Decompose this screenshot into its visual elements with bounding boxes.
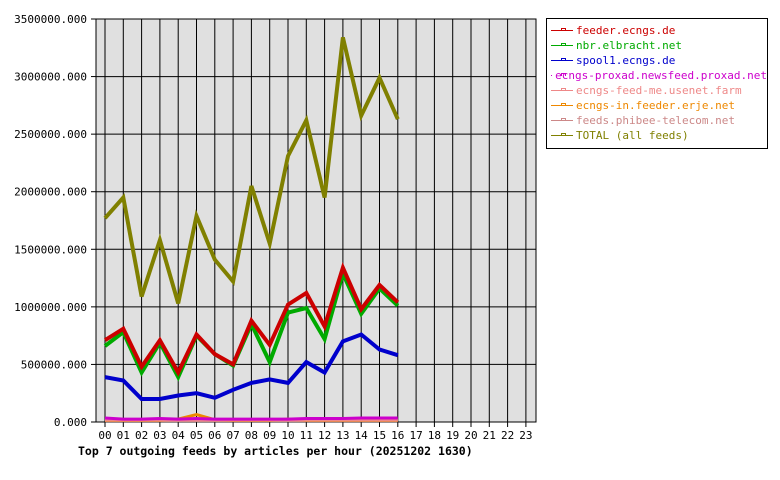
legend-swatch-icon <box>551 57 573 65</box>
x-tick-label: 18 <box>428 429 441 442</box>
x-tick-label: 17 <box>409 429 422 442</box>
y-tick-label: 500000.000 <box>21 358 87 371</box>
x-tick-label: 09 <box>263 429 276 442</box>
legend-swatch-icon <box>551 72 568 80</box>
legend-item: spool1.ecngs.de <box>551 53 767 68</box>
y-tick-label: 3500000.000 <box>14 13 87 26</box>
legend-swatch-icon <box>551 102 573 110</box>
legend-item: feeder.ecngs.de <box>551 23 767 38</box>
y-axis: 0.000 500000.000 1000000.000 1500000.000 200… <box>14 13 96 429</box>
x-tick-label: 21 <box>483 429 496 442</box>
legend-item: ecngs-feed-me.usenet.farm <box>551 83 767 98</box>
x-tick-label: 12 <box>318 429 331 442</box>
y-tick-label: 1000000.000 <box>14 301 87 314</box>
legend-item: TOTAL (all feeds) <box>551 128 767 143</box>
y-tick-label: 1500000.000 <box>14 243 87 256</box>
x-tick-label: 08 <box>245 429 258 442</box>
legend-swatch-icon <box>551 42 573 50</box>
x-tick-label: 00 <box>98 429 111 442</box>
x-tick-label: 03 <box>153 429 166 442</box>
legend: feeder.ecngs.de nbr.elbracht.net spool1.ec… <box>546 18 768 149</box>
x-tick-label: 04 <box>172 429 186 442</box>
series-lines <box>103 36 400 423</box>
legend-label: feeder.ecngs.de <box>576 24 676 37</box>
series-line <box>104 416 398 421</box>
series-line <box>103 36 400 304</box>
y-tick-label: 3000000.000 <box>14 71 87 84</box>
x-tick-label: 07 <box>226 429 239 442</box>
plot-area <box>95 18 537 423</box>
legend-swatch-icon <box>551 132 573 140</box>
x-tick-label: 06 <box>208 429 221 442</box>
legend-label: feeds.phibee-telecom.net <box>576 114 735 127</box>
y-tick-label: 2000000.000 <box>14 186 87 199</box>
legend-label: nbr.elbracht.net <box>576 39 682 52</box>
x-tick-label: 16 <box>391 429 404 442</box>
legend-swatch-icon <box>551 27 573 35</box>
x-tick-label: 10 <box>281 429 294 442</box>
x-axis: 00 01 02 03 04 05 06 07 08 09 10 11 12 13 14 15 16 17 18 19… <box>98 422 533 442</box>
legend-label: ecngs-feed-me.usenet.farm <box>576 84 742 97</box>
legend-label: ecngs-in.feeder.erje.net <box>576 99 735 112</box>
x-tick-label: 19 <box>446 429 459 442</box>
x-tick-label: 02 <box>135 429 148 442</box>
series-line <box>103 262 400 377</box>
chart-title: Top 7 outgoing feeds by articles per hou… <box>78 444 473 458</box>
legend-label: TOTAL (all feeds) <box>576 129 689 142</box>
legend-item: nbr.elbracht.net <box>551 38 767 53</box>
x-tick-label: 15 <box>373 429 386 442</box>
legend-label: ecngs-proxad.newsfeed.proxad.net <box>555 69 767 82</box>
x-tick-label: 22 <box>501 429 514 442</box>
legend-label: spool1.ecngs.de <box>576 54 676 67</box>
legend-item: feeds.phibee-telecom.net <box>551 113 767 128</box>
y-tick-label: 2500000.000 <box>14 128 87 141</box>
x-tick-label: 20 <box>464 429 477 442</box>
x-tick-label: 05 <box>190 429 203 442</box>
grid-lines <box>96 19 536 422</box>
x-tick-label: 11 <box>300 429 313 442</box>
x-tick-label: 23 <box>519 429 532 442</box>
series-line <box>104 332 399 401</box>
x-tick-label: 01 <box>117 429 130 442</box>
legend-swatch-icon <box>551 117 573 125</box>
legend-item: ecngs-in.feeder.erje.net <box>551 98 767 113</box>
legend-item: ecngs-proxad.newsfeed.proxad.net <box>551 68 767 83</box>
legend-swatch-icon <box>551 87 573 95</box>
x-tick-label: 14 <box>355 429 369 442</box>
x-tick-label: 13 <box>336 429 349 442</box>
y-tick-label: 0.000 <box>54 416 87 429</box>
